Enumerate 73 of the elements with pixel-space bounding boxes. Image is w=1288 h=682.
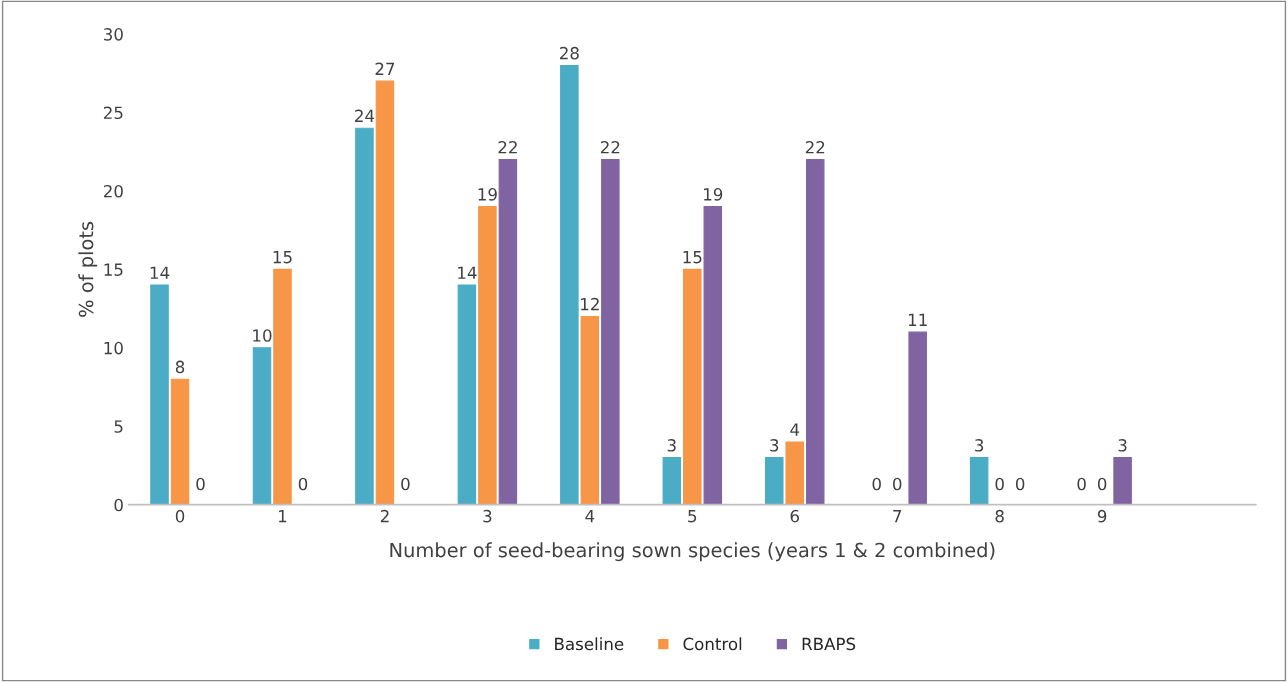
y-axis-title: % of plots <box>78 221 98 317</box>
data-label: 0 <box>1077 477 1086 491</box>
data-label: 0 <box>1097 477 1107 491</box>
data-label: 15 <box>273 251 292 264</box>
legend-label: Baseline <box>555 637 624 651</box>
x-tick-label: 5 <box>688 510 697 523</box>
data-label: 14 <box>150 266 170 279</box>
x-tick-label: 8 <box>995 509 1004 523</box>
x-axis-title: Number of seed-bearing sown species (years 1 & 2 combined) <box>390 542 995 562</box>
bar <box>683 268 702 505</box>
data-label: 14 <box>458 266 477 279</box>
bar <box>560 64 579 505</box>
data-label: 19 <box>704 188 723 201</box>
x-tick-label: 4 <box>585 510 595 523</box>
bar <box>601 159 620 505</box>
data-label: 10 <box>253 329 272 342</box>
data-label: 0 <box>298 477 308 491</box>
bar <box>478 206 497 505</box>
data-label: 24 <box>355 109 375 122</box>
data-label: 3 <box>975 439 984 452</box>
x-tick-label: 6 <box>790 509 800 523</box>
legend-label: Control <box>683 637 742 651</box>
bar <box>498 159 518 505</box>
data-label: 22 <box>600 140 620 154</box>
bar <box>969 457 989 505</box>
data-label: 3 <box>770 439 779 452</box>
bar <box>908 331 927 505</box>
bar <box>785 441 805 505</box>
bar <box>805 159 825 505</box>
legend-label: RBAPS <box>802 637 856 651</box>
data-label: 19 <box>478 188 497 201</box>
bar <box>170 378 190 505</box>
data-label: 0 <box>196 477 205 491</box>
bar <box>252 347 272 505</box>
x-tick-label: 1 <box>279 510 287 523</box>
y-tick-label: 15 <box>104 263 123 276</box>
y-tick-label: 20 <box>103 184 123 198</box>
y-tick-label: 0 <box>114 498 123 512</box>
y-tick-label: 30 <box>104 28 123 41</box>
y-tick-label: 25 <box>103 106 123 120</box>
data-label: 3 <box>1118 439 1127 452</box>
data-label: 8 <box>175 360 185 374</box>
y-tick-label: 5 <box>114 420 123 433</box>
bar <box>273 268 292 505</box>
data-label: 28 <box>559 46 579 60</box>
data-label: 0 <box>872 477 881 491</box>
bar <box>765 457 784 505</box>
bar <box>580 315 600 505</box>
y-tick-label: 10 <box>104 341 123 355</box>
data-label: 22 <box>805 140 825 154</box>
bar <box>150 284 169 505</box>
x-tick-label: 3 <box>483 509 492 523</box>
bar <box>355 127 374 505</box>
data-label: 0 <box>1015 477 1025 491</box>
bar <box>662 457 682 505</box>
data-label: 0 <box>401 477 410 491</box>
bar <box>375 80 395 505</box>
data-label: 27 <box>375 62 395 75</box>
x-tick-label: 0 <box>175 509 185 523</box>
x-tick-label: 9 <box>1097 509 1107 523</box>
data-label: 0 <box>893 477 902 491</box>
data-label: 4 <box>790 423 800 436</box>
bar <box>1113 457 1132 505</box>
data-label: 11 <box>908 313 927 326</box>
x-tick-label: 2 <box>380 509 389 523</box>
data-label: 12 <box>581 297 599 311</box>
bar <box>457 284 477 505</box>
x-tick-label: 7 <box>893 510 902 523</box>
data-label: 0 <box>995 477 1004 491</box>
data-label: 15 <box>683 251 702 264</box>
data-label: 22 <box>498 140 517 154</box>
data-label: 3 <box>667 439 676 452</box>
bar <box>703 206 723 505</box>
